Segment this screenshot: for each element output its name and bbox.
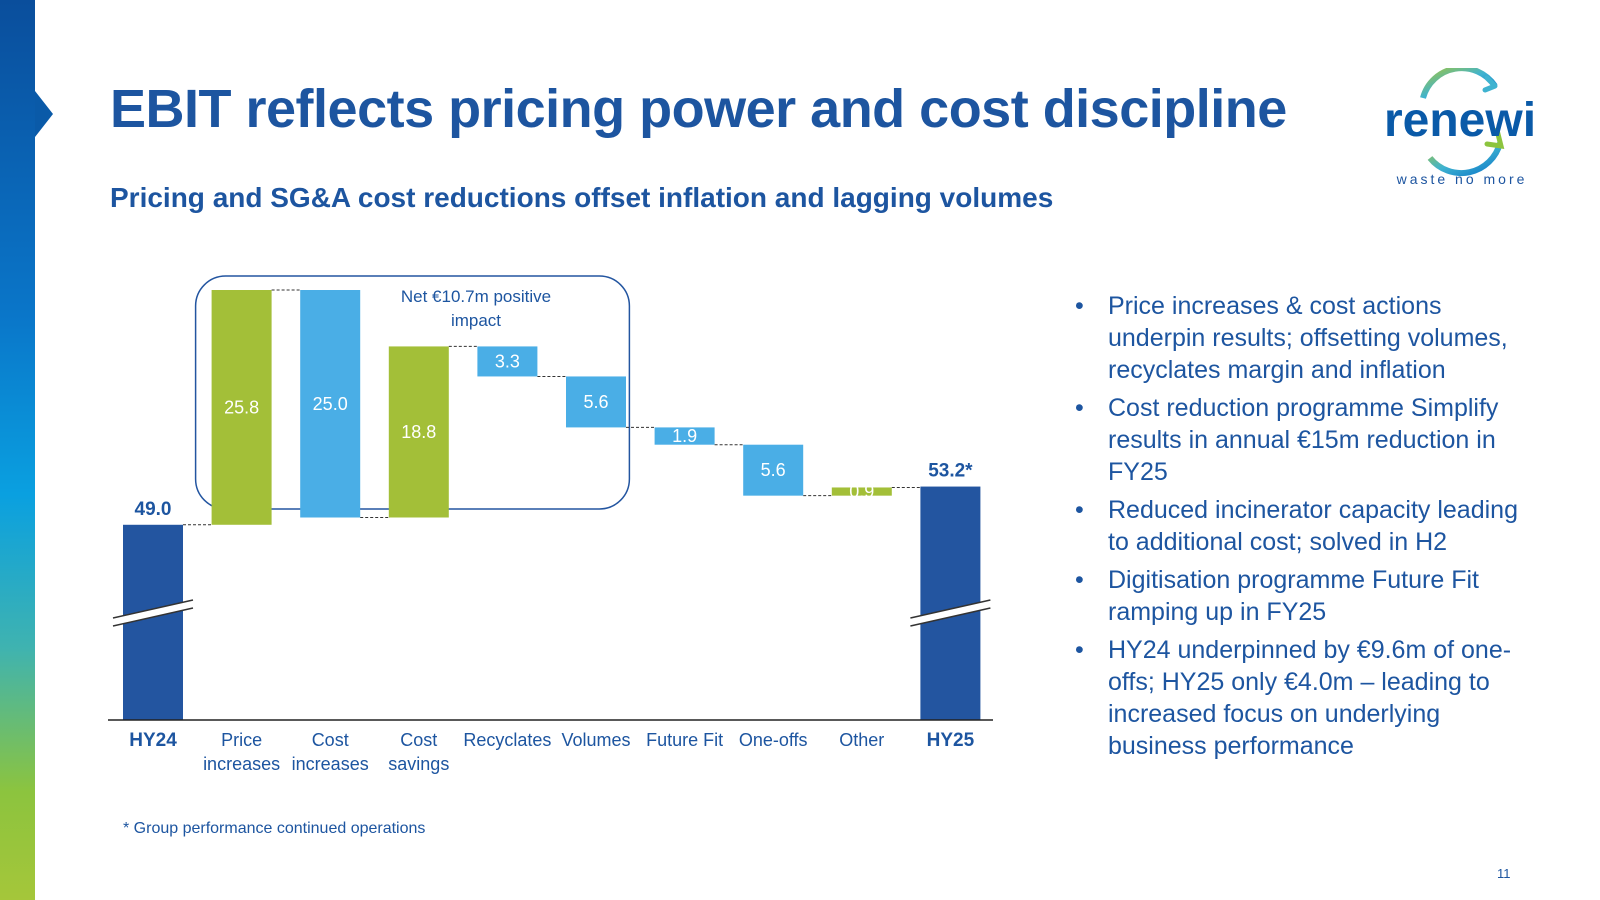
annotation-text: impact (451, 311, 501, 330)
axis-break-line (112, 607, 194, 627)
bullet-text: HY24 underpinned by €9.6m of one-offs; H… (1108, 636, 1512, 760)
bullet-dot: • (1075, 292, 1084, 320)
delta-value-label: 25.0 (313, 394, 348, 414)
delta-bar (300, 290, 361, 518)
footnote: * Group performance continued operations (123, 820, 426, 837)
category-label: increases (292, 754, 369, 774)
delta-value-label: 25.8 (224, 397, 259, 417)
delta-value-label: 0.9 (849, 482, 874, 502)
waterfall-svg: Net €10.7m positive impact 49.0 HY24 25.8 Pri… (108, 275, 993, 774)
delta-value-label: 18.8 (401, 422, 436, 442)
category-label: Volumes (561, 730, 630, 750)
delta-value-label: 1.9 (672, 426, 697, 446)
delta-bar (388, 346, 449, 518)
bullet-item: • Reduced incinerator capacity leading to… (1075, 494, 1525, 558)
category-label: HY25 (927, 730, 975, 751)
ebit-waterfall-chart: Net €10.7m positive impact 49.0 HY24 25.8 Pri… (108, 275, 993, 774)
logo-wordmark: renewi (1384, 94, 1536, 147)
delta-bar (831, 487, 892, 496)
delta-bar (211, 290, 272, 525)
total-bar (123, 524, 183, 720)
side-accent-arrow (35, 91, 53, 137)
bullet-item: • HY24 underpinned by €9.6m of one-offs; … (1075, 634, 1525, 762)
total-value-label: 49.0 (135, 499, 172, 520)
axis-break-gap (112, 600, 194, 626)
category-label: Price (221, 730, 262, 750)
delta-bar (654, 427, 715, 445)
category-label: Cost (400, 730, 437, 750)
logo-ring-bottom (1427, 142, 1503, 177)
category-label: savings (388, 754, 449, 774)
bullet-dot: • (1075, 394, 1084, 422)
bullet-text: Digitisation programme Future Fit rampin… (1108, 566, 1479, 626)
delta-bar (743, 444, 804, 496)
category-label: increases (203, 754, 280, 774)
bullet-item: • Price increases & cost actions underpin… (1075, 290, 1525, 386)
delta-bar (566, 376, 626, 428)
bullet-item: • Digitisation programme Future Fit rampi… (1075, 564, 1525, 628)
bullet-dot: • (1075, 496, 1084, 524)
category-label: Future Fit (646, 730, 723, 750)
bullet-item: • Cost reduction programme Simplify resul… (1075, 392, 1525, 488)
logo-arrow-top (1482, 75, 1498, 93)
side-accent-bar (0, 0, 35, 900)
axis-break-gap (909, 600, 992, 626)
total-bar (920, 486, 981, 720)
delta-value-label: 3.3 (495, 351, 520, 371)
renewi-logo: renewi waste no more (1375, 65, 1545, 198)
bullet-text: Reduced incinerator capacity leading to … (1108, 496, 1518, 556)
bullet-text: Cost reduction programme Simplify result… (1108, 394, 1499, 486)
category-label: Recyclates (463, 730, 551, 750)
renewi-logo-graphic: renewi waste no more (1384, 65, 1536, 187)
delta-value-label: 5.6 (583, 392, 608, 412)
delta-value-label: 5.6 (761, 460, 786, 480)
axis-break-line (910, 607, 991, 627)
bullet-dot: • (1075, 566, 1084, 594)
slide-title: EBIT reflects pricing power and cost dis… (110, 79, 1287, 139)
key-points-list: • Price increases & cost actions underpin… (1075, 290, 1525, 768)
annotation-text: Net €10.7m positive (401, 287, 551, 306)
total-value-label: 53.2* (928, 461, 973, 482)
bullet-text: Price increases & cost actions underpin … (1108, 292, 1508, 384)
category-label: Cost (312, 730, 349, 750)
category-label: HY24 (129, 730, 177, 751)
bullet-dot: • (1075, 636, 1084, 664)
page-number: 11 (1497, 866, 1511, 881)
slide-subtitle: Pricing and SG&A cost reductions offset … (110, 182, 1054, 213)
delta-bar (477, 346, 538, 377)
axis-break-line (910, 599, 991, 619)
logo-tagline: waste no more (1396, 171, 1528, 187)
logo-arrow-bottom (1484, 127, 1505, 150)
category-label: Other (839, 730, 884, 750)
category-label: One-offs (739, 730, 808, 750)
axis-break-line (112, 599, 194, 619)
